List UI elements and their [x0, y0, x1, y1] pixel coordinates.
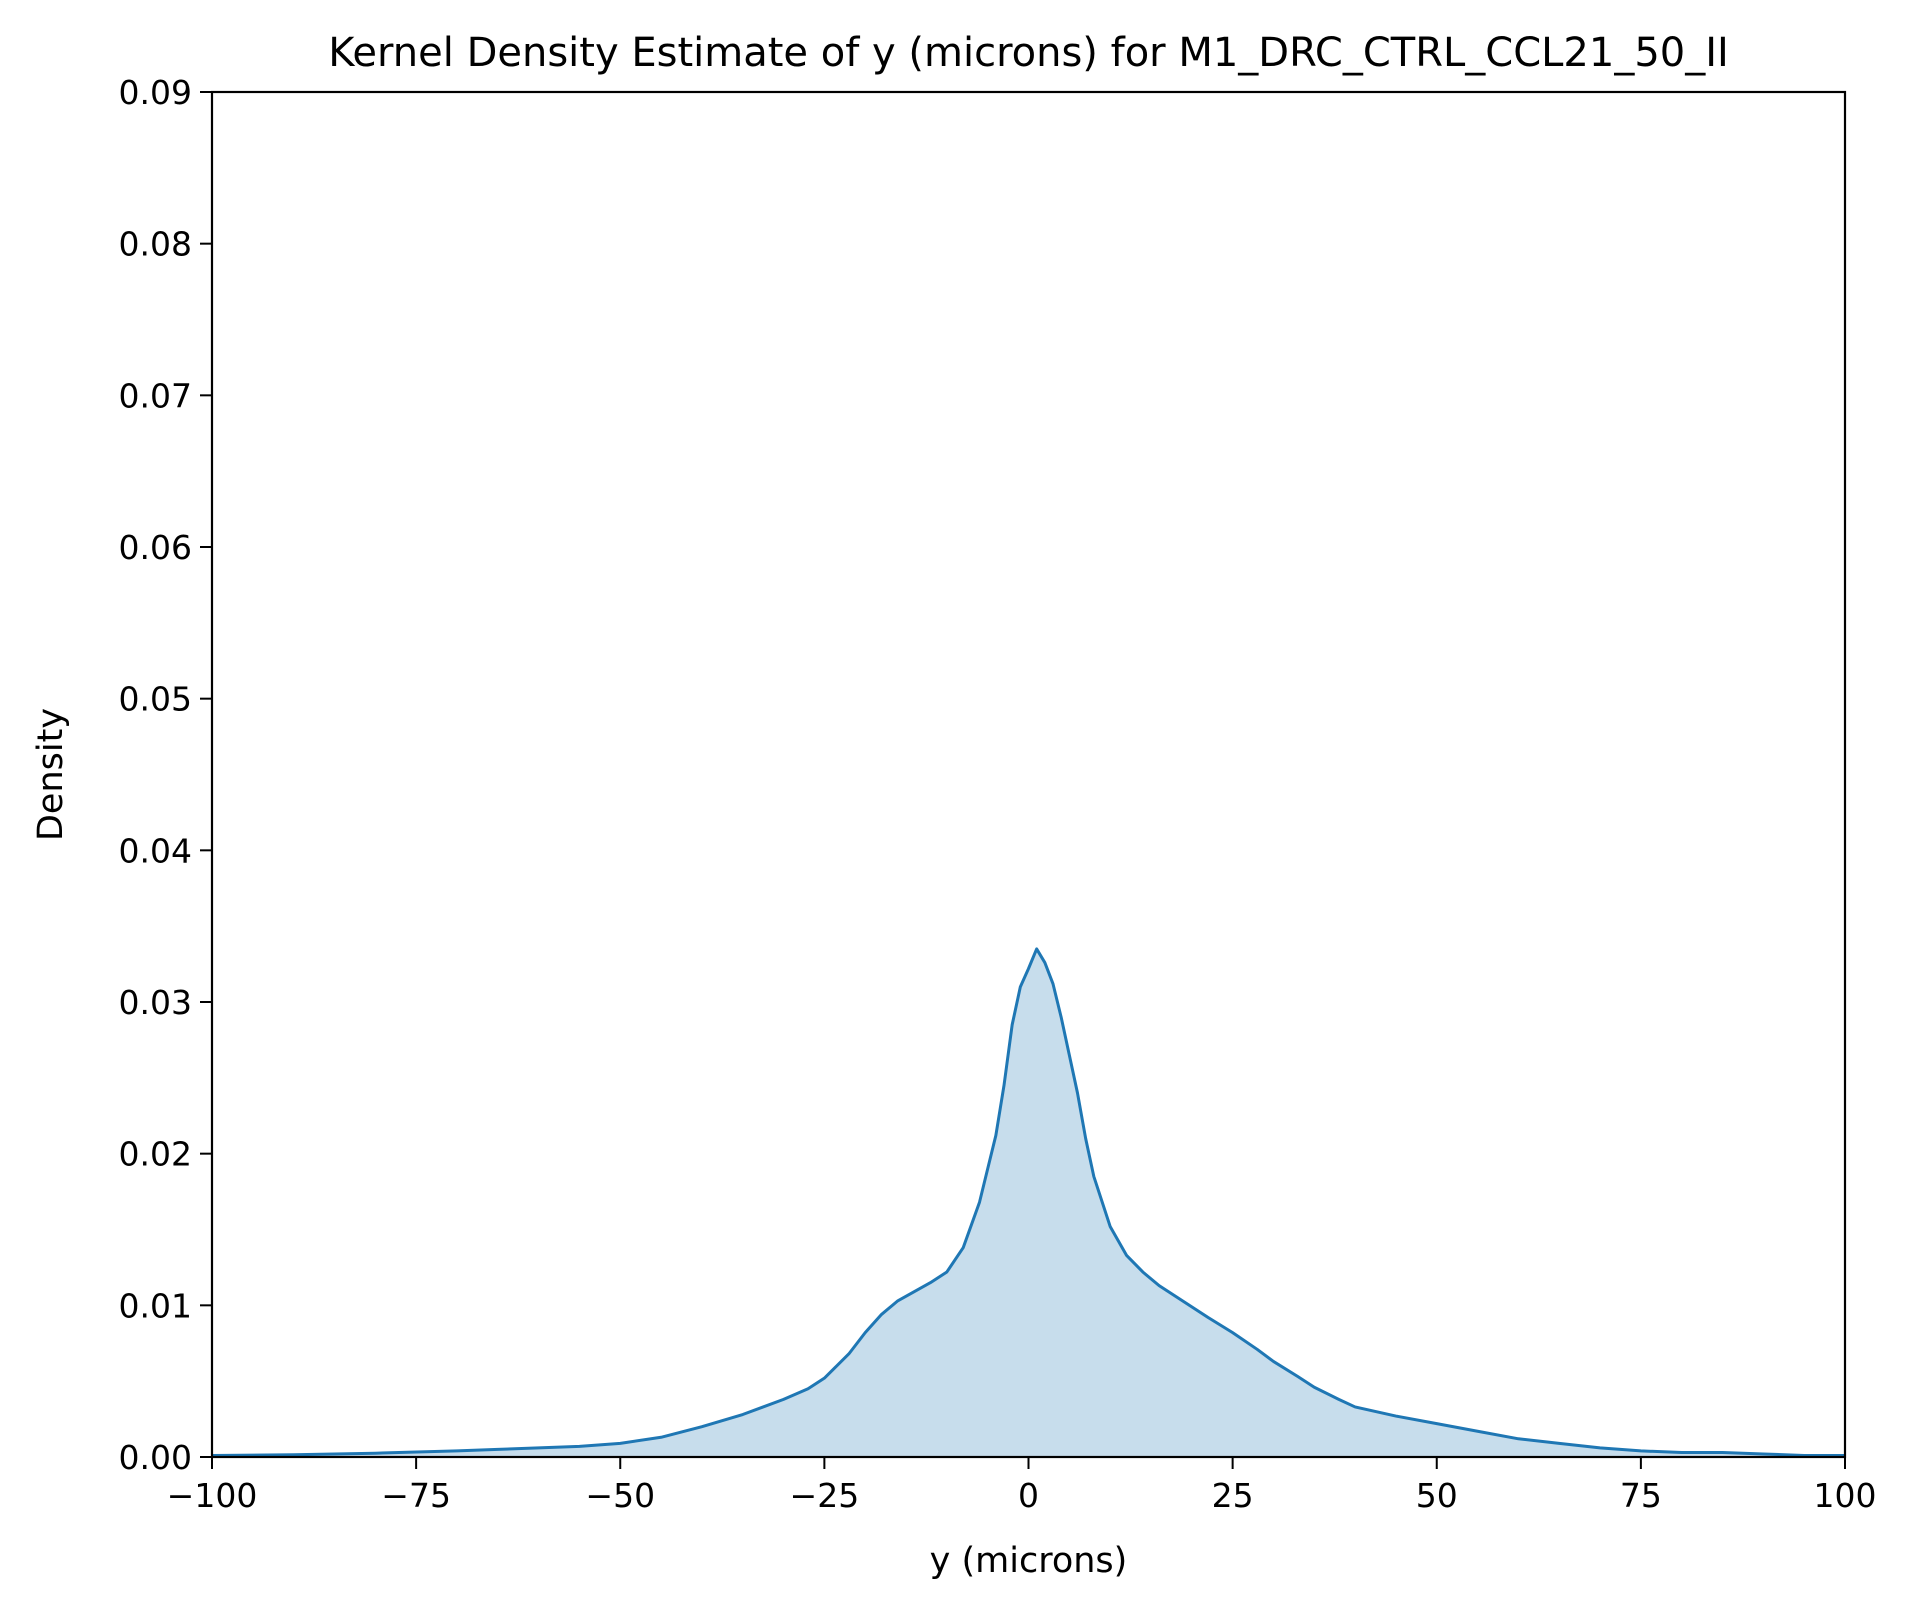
y-axis-label: Density: [31, 708, 71, 841]
x-tick-label: −75: [381, 1476, 451, 1515]
x-axis-label: y (microns): [930, 1541, 1128, 1581]
y-tick-label: 0.06: [119, 528, 192, 567]
x-tick-label: 25: [1212, 1476, 1254, 1515]
y-tick-label: 0.05: [119, 680, 192, 719]
y-tick-label: 0.02: [119, 1135, 192, 1174]
y-tick-label: 0.08: [119, 225, 192, 264]
x-tick-label: 50: [1416, 1476, 1458, 1515]
x-axis: −100 −75 −50 −25 0 25 50 75 100: [167, 1457, 1877, 1515]
x-tick-label: −50: [585, 1476, 655, 1515]
x-tick-label: −25: [790, 1476, 860, 1515]
x-tick-label: −100: [167, 1476, 258, 1515]
x-tick-label: 0: [1018, 1476, 1039, 1515]
chart-title: Kernel Density Estimate of y (microns) f…: [328, 30, 1729, 76]
y-axis: 0.00 0.01 0.02 0.03 0.04 0.05 0.06 0.07 0.08 0.09: [119, 73, 212, 1477]
y-tick-label: 0.03: [119, 983, 192, 1022]
x-tick-label: 100: [1814, 1476, 1877, 1515]
y-tick-label: 0.09: [119, 73, 192, 112]
plot-layer: [211, 947, 1845, 1457]
y-tick-label: 0.04: [119, 831, 192, 870]
x-tick-label: 75: [1620, 1476, 1662, 1515]
kde-line: [211, 947, 1845, 1457]
kde-area-fill: [212, 948, 1845, 1457]
y-tick-label: 0.01: [119, 1286, 192, 1325]
y-tick-label: 0.07: [119, 376, 192, 415]
y-tick-label: 0.00: [119, 1438, 192, 1477]
